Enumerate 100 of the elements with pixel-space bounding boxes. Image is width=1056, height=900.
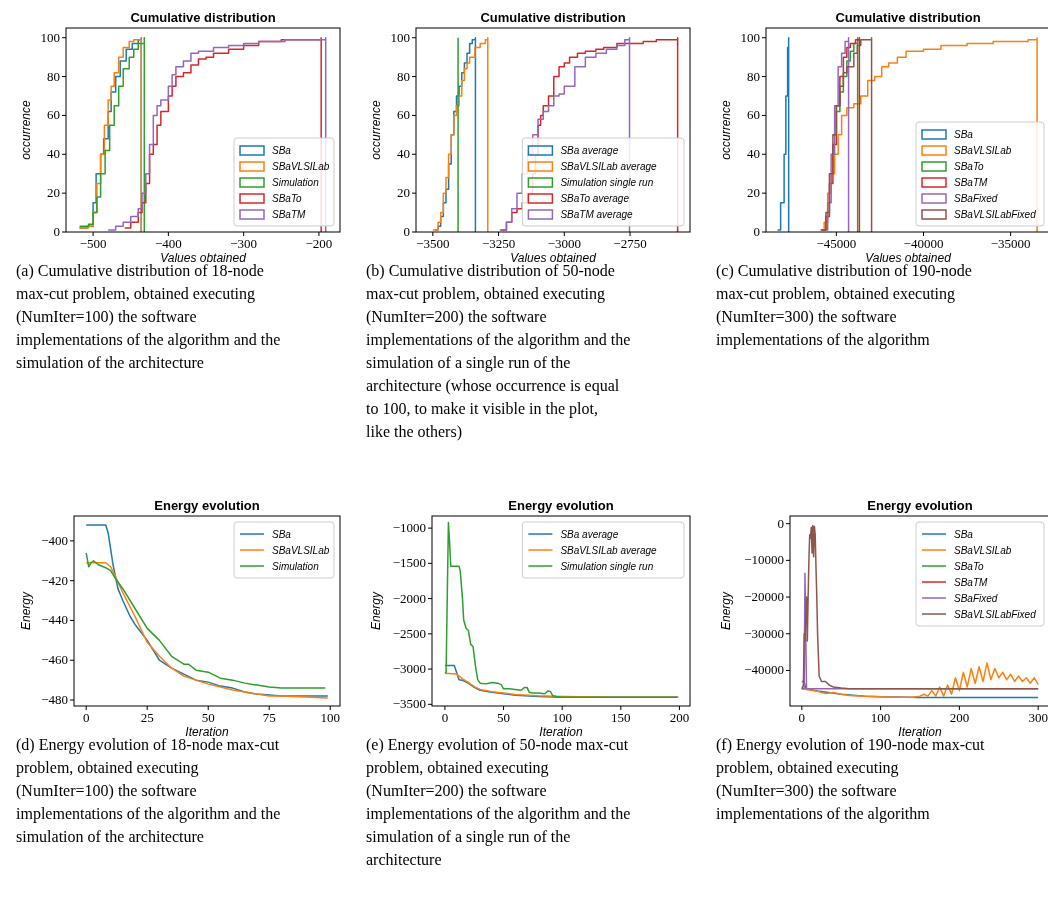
- text: (c) Cumulative distribution of 190-node max-cut problem, obtained executing (NumIter=300) the software implementations of the algorithm: [716, 262, 972, 349]
- x-tick-label: 50: [201, 710, 215, 725]
- y-tick-label: −2000: [392, 590, 426, 606]
- y-axis-title: occurrence: [369, 100, 383, 160]
- x-tick-label: −200: [305, 236, 333, 251]
- y-tick-label: 80: [47, 68, 60, 84]
- legend-label: SBaTo: [272, 193, 303, 204]
- y-tick-label: −2500: [392, 625, 426, 641]
- y-tick-label: −400: [41, 532, 68, 548]
- y-tick-label: 20: [747, 185, 760, 201]
- x-tick-label: 0: [82, 710, 90, 725]
- legend-label: SBaVLSILab: [272, 545, 330, 556]
- y-tick-label: −20000: [744, 589, 784, 605]
- text: (d) Energy evolution of 18-node max-cut problem, obtained executing (NumIter=100) the software implementations of the algorithm and the simulation of the architecture: [16, 736, 281, 845]
- x-tick-label: 50: [497, 710, 511, 725]
- y-tick-label: −440: [41, 612, 68, 628]
- chart-title: Cumulative distribution: [480, 10, 626, 25]
- legend-label: SBaVLSILab: [272, 161, 330, 172]
- y-axis-title: occurrence: [19, 100, 33, 160]
- x-axis-title: Values obtained: [510, 251, 597, 265]
- chart-title: Energy evolution: [508, 498, 614, 513]
- x-tick-label: −35000: [990, 236, 1031, 251]
- legend-label: SBaVLSILab: [954, 145, 1012, 156]
- y-tick-label: 20: [397, 185, 410, 201]
- y-tick-label: 0: [53, 224, 60, 239]
- y-tick-label: 40: [747, 146, 760, 162]
- y-tick-label: −460: [41, 652, 68, 668]
- y-tick-label: −420: [41, 572, 68, 588]
- y-axis-title: occurrence: [719, 100, 733, 160]
- y-tick-label: 100: [390, 29, 410, 45]
- legend-label: SBaTo: [954, 161, 985, 172]
- x-tick-label: 75: [262, 710, 276, 725]
- legend-label: SBaTM: [272, 209, 307, 220]
- x-tick-label: 200: [669, 710, 690, 725]
- x-tick-label: 100: [870, 710, 891, 725]
- y-tick-label: −1000: [392, 520, 426, 536]
- x-tick-label: 100: [552, 710, 572, 725]
- y-tick-label: 100: [740, 29, 760, 45]
- x-axis-title: Iteration: [539, 725, 584, 739]
- y-tick-label: 80: [397, 68, 410, 84]
- y-tick-label: 60: [47, 107, 60, 123]
- legend-label: Simulation: [272, 177, 320, 188]
- text: (a) Cumulative distribution of 18-node max-cut problem, obtained executing (NumIter=100) the software implementations of the algorithm and the simulation of the architecture: [16, 262, 281, 371]
- legend-label: SBaTo average: [560, 193, 630, 204]
- legend-label: Simulation single run: [560, 561, 654, 572]
- y-tick-label: 0: [403, 224, 410, 239]
- x-tick-label: −2750: [613, 236, 647, 251]
- legend-label: SBa: [272, 145, 292, 156]
- y-tick-label: 20: [47, 185, 60, 201]
- y-tick-label: 40: [47, 146, 60, 162]
- x-tick-label: −300: [230, 236, 258, 251]
- y-tick-label: 0: [753, 224, 760, 239]
- legend-label: SBaTM average: [560, 209, 634, 220]
- legend-label: SBa: [954, 129, 974, 140]
- y-tick-label: 40: [397, 146, 410, 162]
- y-tick-label: 80: [747, 68, 760, 84]
- y-tick-label: −10000: [744, 552, 784, 568]
- y-tick-label: 100: [40, 29, 60, 45]
- legend-label: SBaVLSILab average: [560, 545, 658, 556]
- y-tick-label: 60: [397, 107, 410, 123]
- y-tick-label: −3500: [392, 696, 426, 712]
- x-tick-label: 25: [140, 710, 154, 725]
- y-tick-label: −30000: [744, 625, 784, 641]
- legend-label: SBaFixed: [954, 593, 998, 604]
- chart-title: Cumulative distribution: [130, 10, 276, 25]
- x-tick-label: 300: [1028, 710, 1048, 725]
- x-axis-title: Iteration: [898, 725, 943, 739]
- text: (e) Energy evolution of 50-node max-cut problem, obtained executing (NumIter=200) the software implementations of the algorithm and the simulation of a single run of the architecture: [366, 736, 631, 868]
- y-tick-label: 0: [777, 515, 784, 531]
- legend-label: Simulation single run: [560, 177, 654, 188]
- legend-label: SBaFixed: [954, 193, 998, 204]
- x-tick-label: −40000: [903, 236, 944, 251]
- x-tick-label: 200: [949, 710, 970, 725]
- legend-label: SBaVLSILab: [954, 545, 1012, 556]
- legend-label: SBaVLSILab average: [560, 161, 658, 172]
- x-axis-title: Values obtained: [865, 251, 952, 265]
- y-axis-title: Energy: [369, 590, 383, 631]
- text: (f) Energy evolution of 190-node max-cut problem, obtained executing (NumIter=300) the software implementations of the algorithm: [716, 736, 986, 823]
- legend-label: SBa: [272, 529, 292, 540]
- y-tick-label: 60: [747, 107, 760, 123]
- legend-label: Simulation: [272, 561, 320, 572]
- legend-label: SBaVLSILabFixed: [954, 209, 1037, 220]
- chart-title: Energy evolution: [154, 498, 260, 513]
- chart-title: Energy evolution: [867, 498, 973, 513]
- legend-label: SBa average: [560, 145, 619, 156]
- chart-title: Cumulative distribution: [835, 10, 981, 25]
- y-axis-title: Energy: [719, 590, 733, 631]
- x-tick-label: −3250: [481, 236, 516, 251]
- y-tick-label: −40000: [744, 662, 784, 678]
- x-tick-label: 150: [611, 710, 631, 725]
- legend-label: SBaTM: [954, 577, 989, 588]
- x-tick-label: 100: [320, 710, 340, 725]
- y-tick-label: −1500: [392, 555, 426, 571]
- y-tick-label: −3000: [392, 661, 426, 677]
- y-tick-label: −480: [41, 692, 68, 708]
- legend-label: SBaTM: [954, 177, 989, 188]
- legend-label: SBaVLSILabFixed: [954, 609, 1037, 620]
- x-axis-title: Values obtained: [160, 251, 247, 265]
- legend-label: SBa: [954, 529, 974, 540]
- x-tick-label: −400: [154, 236, 182, 251]
